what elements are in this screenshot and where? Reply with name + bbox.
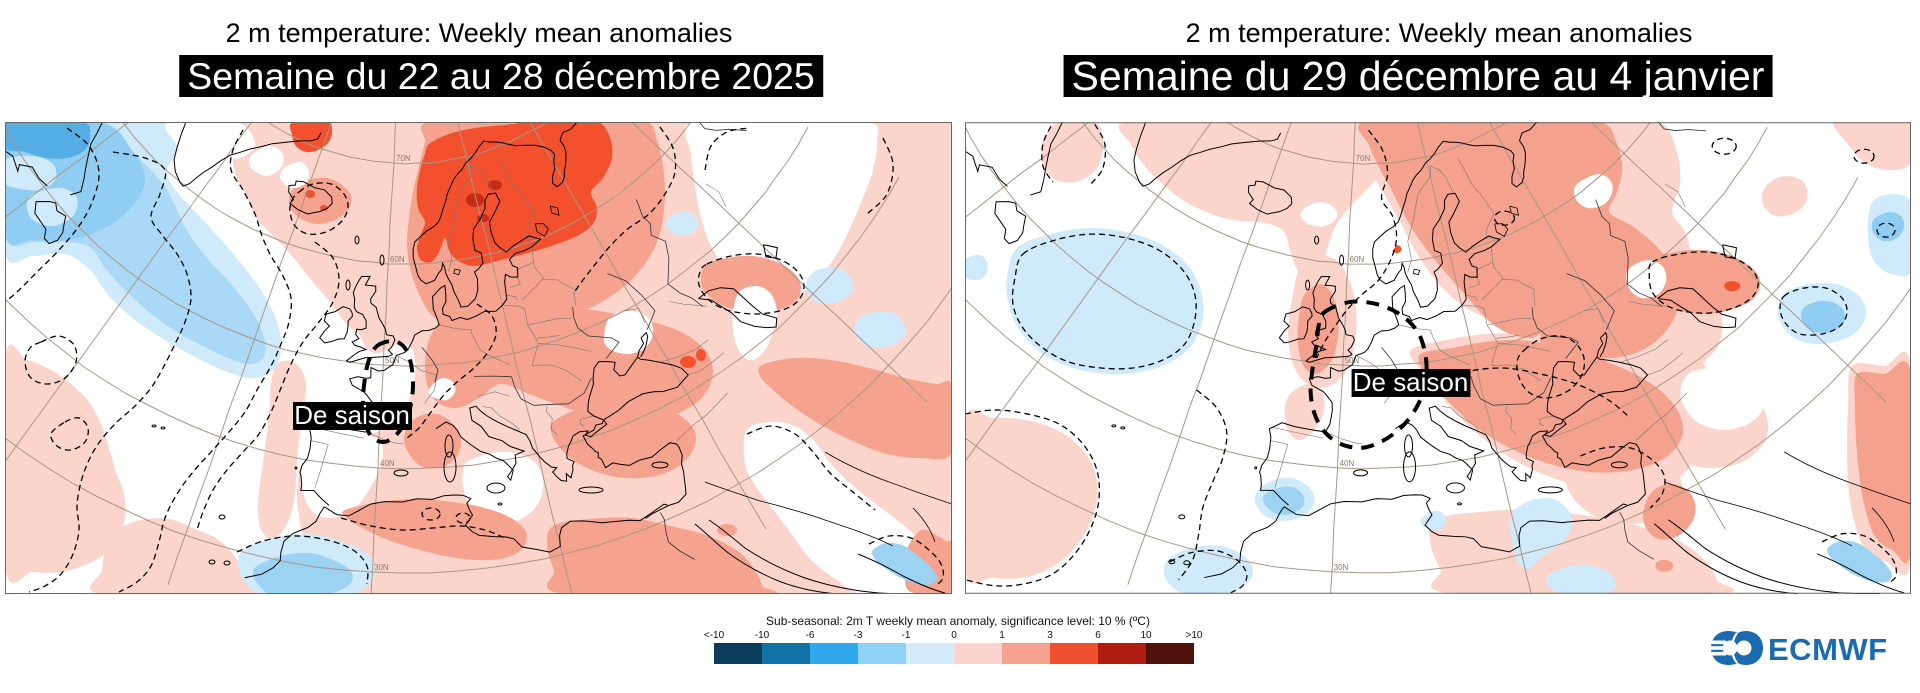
svg-text:De saison: De saison xyxy=(294,400,410,430)
svg-text:De saison: De saison xyxy=(1353,367,1468,397)
svg-text:ECMWF: ECMWF xyxy=(1768,632,1888,666)
